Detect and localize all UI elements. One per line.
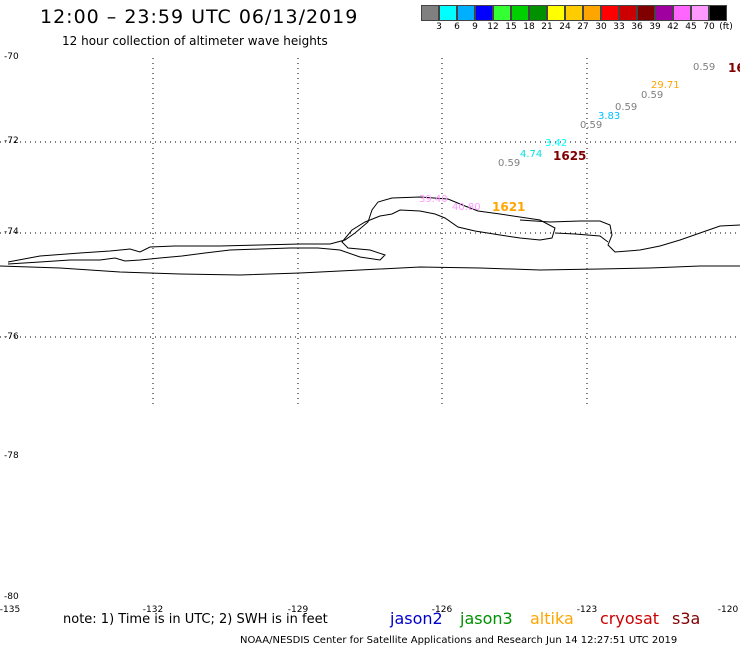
scale-label: 24 [559,22,571,32]
scale-swatch [655,5,673,21]
wave-height-label: 0.59 [498,158,521,169]
scale-label: 15 [505,22,517,32]
lat-label-76: -76 [4,332,19,342]
wave-height-label: 29.71 [651,80,680,91]
scale-swatch [511,5,529,21]
color-scale-legend [421,5,727,21]
wave-height-label: 0.59 [641,90,664,101]
units-note: note: 1) Time is in UTC; 2) SWH is in fe… [63,612,328,627]
wave-height-label: 16 [728,61,740,75]
scale-label: 27 [577,22,589,32]
wave-height-label: 40.80 [452,202,481,213]
scale-swatch [565,5,583,21]
scale-swatch [691,5,709,21]
credit-line: NOAA/NESDIS Center for Satellite Applica… [240,635,678,646]
lat-label-74: -74 [4,227,19,237]
scale-label: 3 [436,22,442,32]
wave-height-label: 39.40 [419,194,448,205]
map-subtitle: 12 hour collection of altimeter wave hei… [62,34,328,48]
lon-label-123: -123 [576,605,598,615]
satellite-jason3: jason3 [460,609,513,628]
scale-swatch [529,5,547,21]
scale-label: (ft) [719,22,733,32]
ice-shelf-mid [554,232,609,243]
scale-swatch [709,5,727,21]
lat-label-78: -78 [4,451,19,461]
scale-label: 42 [667,22,679,32]
graticule [0,58,740,408]
map-title: 12:00 – 23:59 UTC 06/13/2019 [40,6,359,28]
scale-label: 30 [595,22,607,32]
scale-swatch [583,5,601,21]
scale-swatch [421,5,439,21]
color-scale-labels: 3 6 9 12 15 18 21 24 27 30 33 36 39 42 45 70 (ft) [421,22,740,36]
coastline [0,196,740,276]
wave-height-label: 4.74 [520,149,543,160]
scale-swatch [547,5,565,21]
scale-label: 6 [454,22,460,32]
ice-shelf-outline [7,196,556,265]
ice-shelf-east [519,219,740,253]
scale-label: 21 [541,22,553,32]
lon-label-129: -129 [287,605,309,615]
scale-label: 9 [472,22,478,32]
lat-label-72: -72 [4,136,19,146]
scale-label: 39 [649,22,661,32]
lat-label-70: -70 [4,52,19,62]
scale-label: 70 [703,22,715,32]
lon-label-126: -126 [431,605,453,615]
scale-swatch [439,5,457,21]
wave-height-label: 0.59 [615,102,638,113]
lon-label-135: -135 [0,605,21,615]
wave-height-label: 1625 [553,149,587,163]
satellite-jason2: jason2 [390,609,443,628]
scale-label: 33 [613,22,625,32]
scale-swatch [673,5,691,21]
scale-swatch [601,5,619,21]
satellite-s3a: s3a [672,609,701,628]
scale-swatch [457,5,475,21]
wave-height-label: 3.42 [545,138,568,149]
wave-height-label: 0.59 [580,120,603,131]
scale-label: 36 [631,22,643,32]
scale-swatch [619,5,637,21]
wave-height-label: 1621 [492,200,526,214]
coast-south [0,265,740,276]
wave-height-label: 3.83 [598,111,621,122]
wave-height-label: 0.59 [693,62,716,73]
lon-label-132: -132 [142,605,164,615]
satellite-cryosat: cryosat [600,609,660,628]
scale-label: 18 [523,22,535,32]
satellite-altika: altika [530,609,574,628]
scale-swatch [475,5,493,21]
scale-label: 45 [685,22,697,32]
scale-label: 12 [487,22,499,32]
scale-swatch [493,5,511,21]
scale-swatch [637,5,655,21]
lat-label-80: -80 [4,592,19,602]
lon-label-120: -120 [717,605,739,615]
